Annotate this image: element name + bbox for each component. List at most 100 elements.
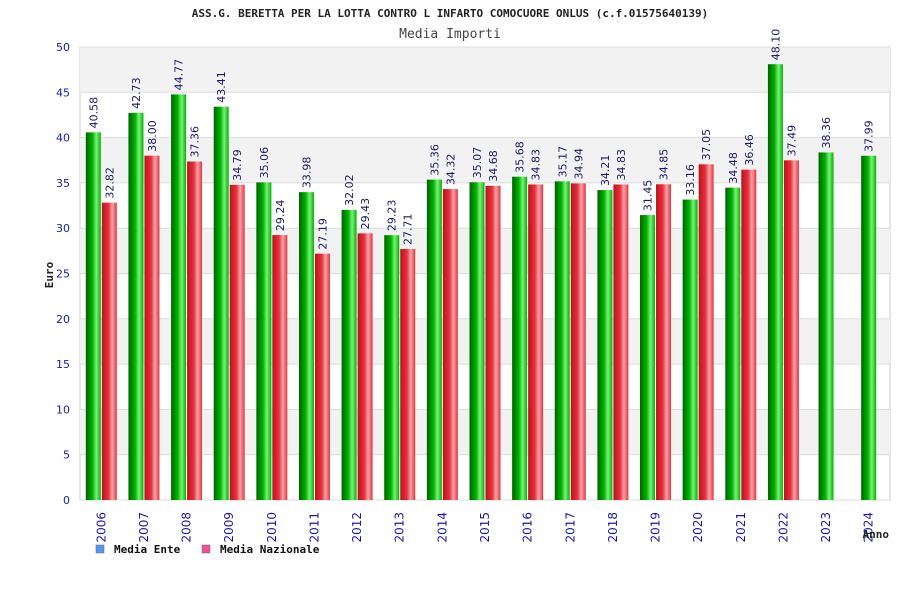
bar-value-label: 36.46: [743, 134, 756, 166]
x-tick-label: 2011: [307, 512, 321, 543]
y-tick-label: 5: [63, 449, 70, 462]
bar-value-label: 34.21: [599, 155, 612, 187]
bar-media-ente-2015: [469, 182, 485, 500]
chart-subtitle: Media Importi: [399, 27, 501, 42]
bar-media-ente-2012: [341, 209, 357, 500]
bar-media-ente-2020: [682, 199, 698, 500]
bars-group: [85, 64, 877, 501]
x-tick-label: 2013: [393, 512, 407, 543]
x-tick-label: 2006: [94, 512, 108, 543]
x-tick-label: 2016: [521, 512, 535, 543]
y-tick-label: 0: [63, 494, 70, 507]
bar-value-label: 37.36: [189, 126, 202, 158]
y-tick-label: 50: [56, 41, 70, 54]
bar-media-nazionale-2012: [357, 233, 373, 500]
x-tick-label: 2020: [691, 512, 705, 543]
bar-value-label: 35.68: [514, 141, 527, 173]
bar-value-label: 29.23: [386, 200, 399, 232]
bar-media-ente-2017: [554, 181, 570, 500]
x-tick-label: 2008: [180, 512, 194, 543]
legend-swatch-media-nazionale: [201, 544, 211, 554]
chart-title: ASS.G. BERETTA PER LA LOTTA CONTRO L INF…: [192, 7, 709, 20]
x-tick-label: 2015: [478, 512, 492, 543]
bar-media-nazionale-2010: [272, 235, 288, 500]
bar-value-label: 34.85: [658, 149, 671, 181]
bar-media-nazionale-2017: [570, 183, 586, 500]
bar-media-nazionale-2011: [314, 253, 330, 500]
bar-value-label: 34.32: [444, 154, 457, 186]
bar-media-nazionale-2008: [187, 161, 203, 500]
bar-value-label: 35.07: [471, 147, 484, 179]
y-axis-ticks: 0 5 10 15 20 25 30 35 40 45 50: [56, 41, 70, 507]
bar-value-label: 37.49: [785, 125, 798, 157]
bar-value-label: 42.73: [130, 77, 143, 109]
y-tick-label: 35: [56, 177, 70, 190]
bar-media-ente-2013: [384, 235, 400, 500]
bar-value-label: 35.06: [258, 147, 271, 179]
bar-media-nazionale-2006: [101, 202, 117, 500]
bar-media-ente-2022: [767, 64, 783, 501]
bar-value-label: 32.02: [343, 174, 356, 206]
bar-value-label: 29.24: [274, 200, 287, 232]
y-axis-label: Euro: [43, 261, 56, 288]
bar-media-ente-2009: [213, 106, 229, 501]
bar-value-label: 33.98: [300, 157, 313, 189]
x-tick-label: 2014: [435, 512, 449, 543]
bar-value-label: 44.77: [173, 59, 186, 91]
bar-media-nazionale-2009: [229, 184, 245, 500]
x-tick-label: 2021: [734, 512, 748, 543]
bar-media-ente-2024: [861, 155, 877, 500]
x-tick-label: 2023: [819, 512, 833, 543]
y-tick-label: 20: [56, 313, 70, 326]
bar-media-ente-2006: [85, 132, 101, 500]
grid-band: [80, 47, 890, 93]
bar-media-ente-2010: [256, 182, 272, 501]
bar-value-label: 38.00: [146, 120, 159, 152]
bar-media-ente-2019: [640, 215, 656, 501]
bar-value-label: 38.36: [820, 117, 833, 149]
bar-media-nazionale-2014: [442, 189, 458, 501]
legend: Media Ente Media Nazionale: [95, 543, 320, 556]
bar-value-label: 34.79: [231, 149, 244, 180]
y-tick-label: 40: [56, 132, 70, 145]
bar-value-label: 37.05: [700, 129, 713, 161]
y-tick-label: 45: [56, 86, 70, 99]
x-tick-label: 2022: [776, 512, 790, 543]
x-tick-label: 2007: [137, 512, 151, 543]
bar-media-ente-2007: [128, 112, 144, 500]
bar-media-nazionale-2022: [783, 160, 799, 500]
bar-media-ente-2016: [512, 176, 528, 500]
bar-media-nazionale-2018: [613, 184, 629, 501]
bar-media-ente-2008: [171, 94, 187, 501]
x-axis-label: Anno: [863, 528, 890, 541]
bar-media-ente-2014: [426, 179, 442, 500]
x-tick-label: 2012: [350, 512, 364, 543]
bar-value-label: 34.94: [572, 148, 585, 180]
x-tick-label: 2010: [265, 512, 279, 543]
y-tick-label: 25: [56, 268, 70, 281]
bar-value-label: 43.41: [215, 71, 228, 102]
x-tick-label: 2024: [862, 512, 876, 543]
y-tick-label: 15: [56, 358, 70, 371]
legend-label: Media Nazionale: [220, 543, 320, 556]
bar-media-nazionale-2020: [698, 164, 714, 500]
bar-media-ente-2021: [725, 187, 741, 500]
bar-media-ente-2018: [597, 190, 613, 500]
bar-value-label: 29.43: [359, 198, 372, 230]
bar-value-label: 40.58: [87, 97, 100, 129]
bar-value-label: 31.45: [642, 180, 655, 212]
x-tick-label: 2017: [563, 512, 577, 543]
bar-media-nazionale-2016: [528, 184, 544, 501]
bar-value-label: 35.36: [428, 144, 441, 176]
bar-media-nazionale-2013: [400, 248, 416, 500]
bar-value-label: 32.82: [103, 167, 116, 199]
bar-media-nazionale-2021: [741, 169, 757, 500]
bar-value-label: 27.71: [402, 213, 415, 245]
x-tick-label: 2009: [222, 512, 236, 543]
bar-media-ente-2023: [818, 152, 834, 500]
x-tick-label: 2019: [649, 512, 663, 543]
bar-value-label: 34.68: [487, 150, 500, 182]
y-tick-label: 30: [56, 222, 70, 235]
